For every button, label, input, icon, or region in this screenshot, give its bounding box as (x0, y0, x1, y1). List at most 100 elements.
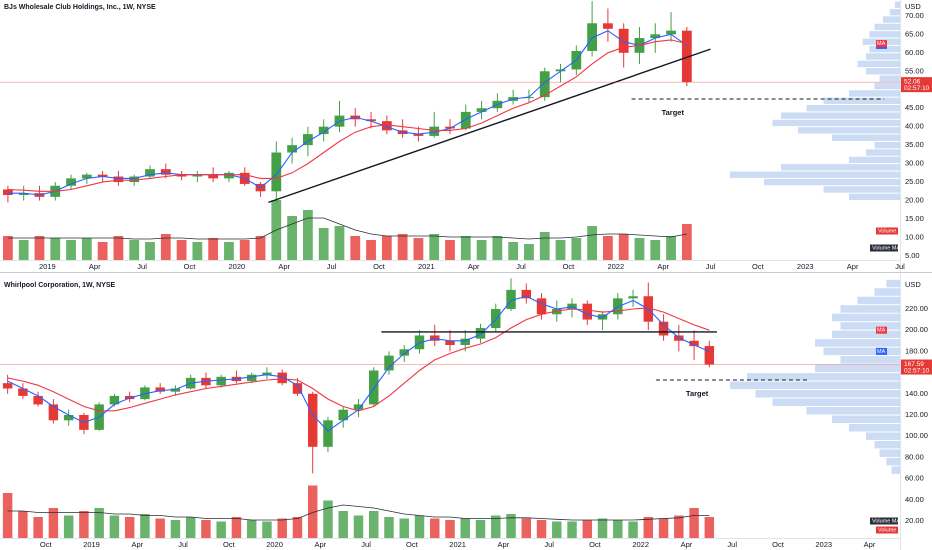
volume-bar (369, 511, 379, 538)
y-tick-label: 20.00 (905, 196, 924, 205)
candle-body (192, 174, 203, 177)
candle-body (145, 169, 155, 177)
volume-bar (658, 518, 669, 538)
volume-bar (129, 240, 140, 260)
y-tick-label: 40.00 (905, 122, 924, 131)
last-price-value: 167.59 (904, 361, 924, 368)
volume-profile-bar (772, 398, 900, 407)
candle-body (666, 30, 676, 35)
volume-profile-bar (849, 423, 900, 432)
candle-body (476, 108, 487, 112)
volume-bar (491, 515, 501, 538)
volume-bar (3, 236, 13, 260)
volume-profile-bar (806, 407, 900, 415)
candle-body (460, 111, 471, 129)
candle-body (271, 152, 282, 192)
volume-profile-bar (832, 330, 900, 339)
candle-body (262, 372, 272, 375)
volume-bar (384, 517, 394, 538)
volume-bar (674, 515, 684, 538)
volume-bar (176, 240, 187, 260)
candle-body (129, 176, 140, 183)
volume-profile-bar (798, 127, 900, 134)
y-tick-label: 70.00 (905, 11, 924, 20)
volume-bar (628, 521, 638, 538)
candle-body (33, 395, 43, 405)
volume-profile-bar (747, 373, 900, 381)
volume-bar (192, 242, 203, 260)
candle-body (3, 189, 13, 195)
candle-body (704, 346, 715, 365)
volume-profile-bar (764, 178, 900, 186)
volume-profile-bar (781, 164, 900, 171)
volume-profile-bar (730, 381, 900, 390)
volume-profile-bar (874, 141, 900, 149)
volume-profile-bar (823, 347, 900, 356)
volume-bar (323, 500, 333, 538)
candle-body (292, 383, 303, 394)
volume-profile-bar (857, 296, 900, 305)
volume-bar (539, 232, 550, 260)
volume-profile-bar (869, 31, 900, 38)
candle-body (445, 340, 455, 346)
volume-bar (277, 518, 287, 538)
x-tick-label: 2020 (228, 262, 245, 271)
candle-body (460, 338, 470, 346)
volume-bar (603, 236, 613, 260)
candle-body (536, 298, 547, 315)
y-tick-label: 30.00 (905, 159, 924, 168)
volume-bar (231, 517, 242, 538)
volume-bar (521, 518, 531, 538)
ma-tag (876, 326, 887, 334)
candle-body (66, 178, 76, 186)
x-tick-label: Jul (327, 262, 337, 271)
volume-bar (476, 240, 487, 260)
candle-body (109, 395, 120, 405)
candle-body (97, 174, 108, 177)
volume-bar (216, 521, 226, 538)
volume-tag (876, 526, 898, 534)
volume-profile-bar (869, 45, 900, 53)
volume-bar (492, 236, 503, 260)
volume-ma-tag (870, 244, 898, 252)
volume-profile-bar (815, 364, 900, 373)
candle-body (603, 23, 613, 29)
volume-bar (63, 515, 74, 538)
last-price-tag (901, 77, 932, 93)
volume-profile-bar (866, 53, 900, 60)
candle-body (618, 28, 629, 53)
x-tick-label: Jul (895, 262, 905, 271)
volume-profile-bar (886, 457, 900, 466)
volume-ma-tag (870, 517, 898, 525)
x-tick-label: Apr (315, 540, 327, 549)
y-tick-label: 180.00 (905, 346, 928, 355)
volume-profile-bar (806, 105, 900, 112)
volume-bar (366, 240, 376, 260)
candle-body (18, 388, 28, 396)
x-tick-label: Oct (184, 262, 197, 271)
candle-body (287, 145, 297, 153)
x-tick-label: Apr (89, 262, 101, 271)
y-tick-label: 10.00 (905, 232, 924, 241)
volume-profile-bar (772, 119, 900, 127)
x-tick-label: Jul (361, 540, 371, 549)
y-tick-label: 60.00 (905, 48, 924, 57)
candle-body (208, 174, 219, 179)
candle-body (555, 69, 566, 72)
x-tick-label: Oct (373, 262, 386, 271)
volume-bar (704, 517, 715, 538)
volume-profile-bar (840, 305, 900, 313)
volume-profile-bar (849, 193, 900, 201)
x-tick-label: Apr (864, 540, 876, 549)
volume-bar (381, 236, 392, 260)
volume-bar (460, 518, 470, 538)
volume-tag (876, 227, 898, 235)
candle-body (369, 370, 379, 405)
volume-profile-bar (879, 449, 900, 457)
y-tick-label: 200.00 (905, 325, 928, 334)
candle-body (170, 388, 181, 392)
x-tick-label: 2019 (83, 540, 100, 549)
candle-body (475, 328, 486, 339)
x-tick-label: Jul (727, 540, 737, 549)
